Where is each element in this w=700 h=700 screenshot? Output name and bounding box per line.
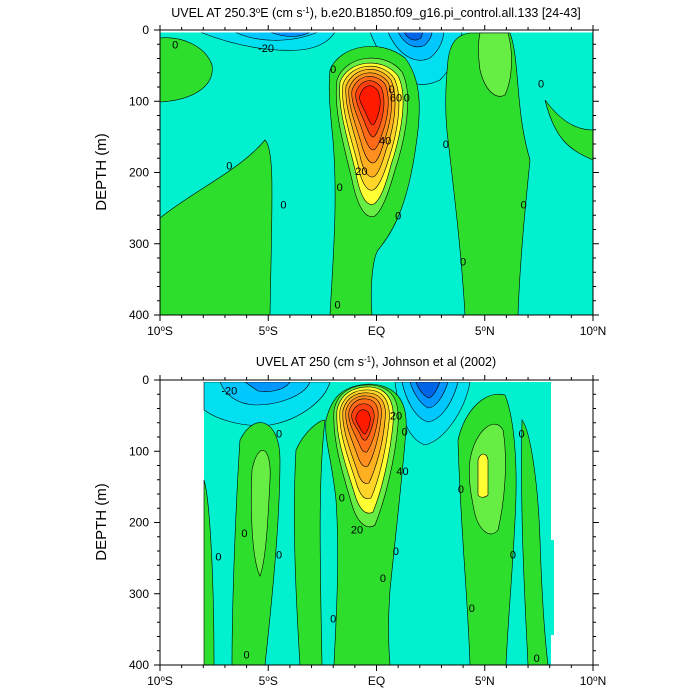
bottom-y-tick-label: 400 [129, 658, 149, 672]
top-contour-label: 0 [280, 200, 286, 212]
bottom-green-column-west-mid [294, 419, 326, 665]
bottom-x-axis: 10oS 5oS EQ 5oN 10oN [147, 375, 606, 688]
bottom-contour-label: 0 [276, 428, 282, 440]
bottom-surface-strip [204, 380, 551, 382]
bottom-x-tick-label: EQ [368, 674, 385, 688]
bottom-contour-label: -20 [221, 386, 237, 398]
bottom-x-tick-label: 5oS [259, 674, 278, 689]
bottom-panel: UVEL AT 250 (cm s-1), Johnson et al (200… [93, 355, 606, 689]
top-green-patch-west-surface [160, 37, 213, 103]
top-panel: UVEL AT 250.3oE (cm s-1), b.e20.B1850.f0… [93, 6, 606, 339]
bottom-east-edge-strip [549, 540, 554, 635]
top-contour-label: 0 [460, 257, 466, 269]
bottom-contour-label: 0 [241, 528, 247, 540]
bottom-contour-label: 0 [534, 653, 540, 665]
bottom-panel-title: UVEL AT 250 (cm s-1), Johnson et al (200… [256, 355, 496, 370]
bottom-contour-label: 0 [469, 603, 475, 615]
top-contour-label: 0 [226, 160, 232, 172]
bottom-y-tick-label: 100 [129, 444, 149, 458]
bottom-y-tick-label: 0 [142, 373, 149, 387]
bottom-contour-label: 0 [402, 426, 408, 438]
bottom-negative-lobe-east-peak [415, 381, 441, 399]
top-green-band-east [445, 32, 531, 315]
top-x-tick-label: 5oN [475, 324, 495, 339]
bottom-y-axis-label: DEPTH (m) [93, 483, 110, 561]
top-panel-title: UVEL AT 250.3oE (cm s-1), b.e20.B1850.f0… [171, 6, 581, 21]
top-contour-label: 0 [389, 84, 395, 96]
bottom-x-tick-label: 5oN [475, 674, 495, 689]
bottom-x-tick-label: 10oN [580, 674, 606, 689]
bottom-contour-label: 0 [330, 614, 336, 626]
top-contour-label: 0 [330, 64, 336, 76]
bottom-contour-label: 20 [390, 411, 402, 423]
top-contour-label: 0 [521, 200, 527, 212]
top-y-tick-label: 100 [129, 94, 149, 108]
top-x-tick-label: 10oN [580, 324, 606, 339]
bottom-negative-lobe-west-core [219, 381, 311, 406]
bottom-heatmap [160, 380, 593, 665]
top-green-band-east-light [478, 32, 512, 97]
bottom-contour-label: 0 [244, 649, 250, 661]
top-x-axis: 10oS 5oS EQ 5oN 10oN [147, 25, 606, 338]
top-eucurrent-level-90 [359, 85, 381, 126]
top-negative-lobe-east-peak [403, 31, 424, 41]
top-heatmap [160, 30, 593, 315]
top-contour-label: 0 [404, 93, 410, 105]
bottom-contour-label: 0 [215, 552, 221, 564]
top-y-tick-label: 400 [129, 308, 149, 322]
bottom-green-column-east-edge [521, 419, 549, 665]
bottom-contour-label: 40 [396, 466, 408, 478]
top-x-tick-label: 10oS [147, 324, 173, 339]
bottom-contour-label: 0 [380, 573, 386, 585]
bottom-yellow-patch-east [477, 453, 489, 498]
bottom-green-column-west-light [250, 450, 271, 577]
top-contour-label: 0 [538, 78, 544, 90]
bottom-contour-label: 0 [458, 484, 464, 496]
bottom-contour-label: 20 [351, 525, 363, 537]
top-contour-label: 0 [334, 299, 340, 311]
bottom-contour-label: 0 [518, 428, 524, 440]
bottom-y-tick-label: 300 [129, 587, 149, 601]
top-green-region-southwest [160, 139, 273, 315]
top-contour-label: 0 [395, 210, 401, 222]
bottom-y-tick-label: 200 [129, 516, 149, 530]
bottom-contour-label: 0 [276, 550, 282, 562]
bottom-contour-label: 0 [510, 550, 516, 562]
bottom-negative-lobe-west-center [244, 381, 291, 392]
top-contour-label: 0 [443, 139, 449, 151]
top-x-tick-label: 5oS [259, 324, 278, 339]
top-contour-label: -20 [258, 43, 274, 55]
top-x-tick-label: EQ [368, 324, 385, 338]
bottom-contour-label: 0 [393, 546, 399, 558]
top-contour-label: 40 [379, 135, 391, 147]
top-contour-label: 60 [390, 93, 402, 105]
top-contour-label: 0 [172, 39, 178, 51]
bottom-contour-label: 0 [339, 493, 345, 505]
top-contour-label: 0 [337, 182, 343, 194]
top-y-tick-label: 200 [129, 166, 149, 180]
top-y-tick-label: 0 [142, 23, 149, 37]
top-surface-strip [160, 30, 593, 33]
bottom-eucurrent-level-90 [355, 409, 371, 435]
top-y-tick-label: 300 [129, 237, 149, 251]
top-contour-label: 20 [355, 166, 367, 178]
bottom-x-tick-label: 10oS [147, 674, 173, 689]
top-y-axis-label: DEPTH (m) [93, 133, 110, 211]
